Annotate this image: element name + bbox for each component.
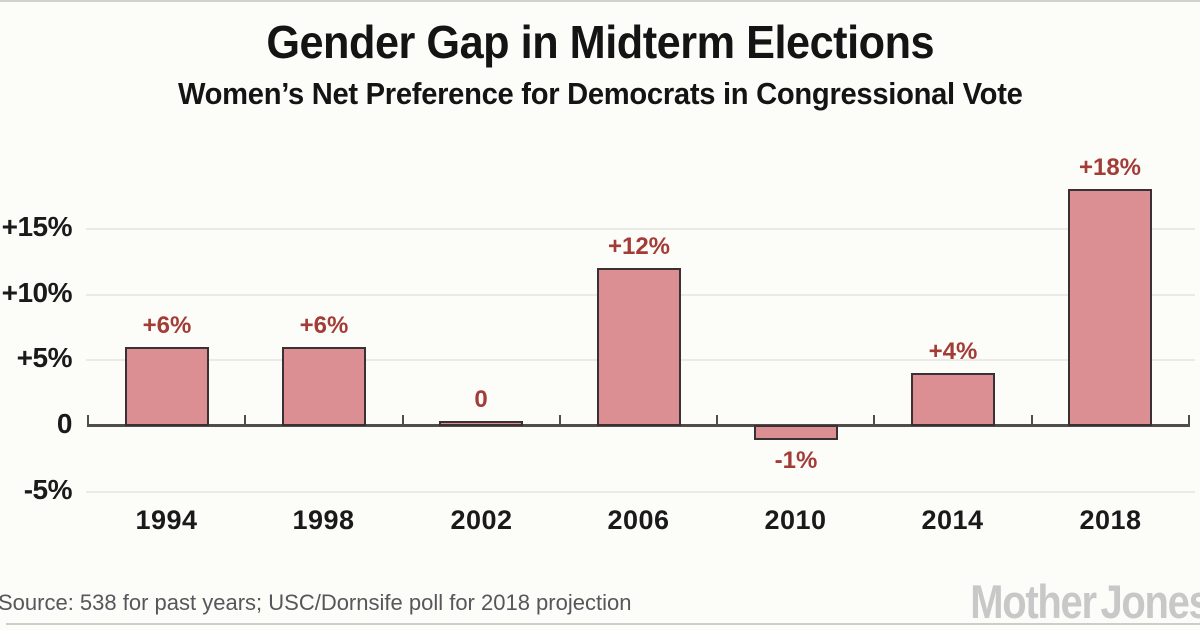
y-tick-label: +15% bbox=[1, 211, 73, 242]
x-tick-label-1994: 1994 bbox=[135, 505, 198, 535]
page-subtitle-text: Women’s Net Preference for Democrats in … bbox=[177, 76, 1023, 111]
bar-1998 bbox=[282, 347, 366, 426]
bar-2014 bbox=[911, 373, 995, 426]
x-tick-label-2014: 2014 bbox=[921, 505, 984, 535]
source-note: Source: 538 for past years; USC/Dornsife… bbox=[0, 590, 632, 615]
x-tick-label-2010: 2010 bbox=[764, 505, 827, 535]
x-tick-label-2002: 2002 bbox=[450, 505, 513, 535]
bar-value-label: -1% bbox=[774, 447, 818, 474]
gridline bbox=[86, 491, 1195, 493]
axis-tick bbox=[402, 415, 404, 424]
bar-2002 bbox=[439, 421, 523, 426]
brand-logo: Mother Jones bbox=[970, 575, 1200, 628]
axis-tick bbox=[87, 415, 89, 424]
bar-value-label: +4% bbox=[928, 338, 978, 365]
bar-value-label: +6% bbox=[142, 312, 192, 339]
axis-tick bbox=[873, 415, 875, 424]
axis-tick bbox=[559, 415, 561, 424]
bottom-border bbox=[6, 623, 1200, 625]
y-tick-label: 0 bbox=[56, 408, 73, 439]
y-tick-label: -5% bbox=[23, 474, 73, 505]
bar-value-label: +18% bbox=[1078, 154, 1142, 181]
axis-tick bbox=[1188, 415, 1190, 424]
page-subtitle: Women’s Net Preference for Democrats in … bbox=[0, 74, 1200, 114]
gridline bbox=[86, 228, 1195, 230]
bar-2018 bbox=[1068, 189, 1152, 426]
axis-tick bbox=[716, 415, 718, 424]
x-tick-label-2018: 2018 bbox=[1079, 505, 1142, 535]
axis-tick bbox=[1031, 415, 1033, 424]
bar-value-label: +12% bbox=[607, 233, 671, 260]
bar-1994 bbox=[125, 347, 209, 426]
x-tick-label-2006: 2006 bbox=[607, 505, 670, 535]
bar-2006 bbox=[597, 268, 681, 426]
y-tick-label: +10% bbox=[1, 277, 73, 308]
page-title: Gender Gap in Midterm Elections bbox=[0, 16, 1200, 68]
axis-tick bbox=[244, 415, 246, 424]
y-tick-label: +5% bbox=[16, 342, 73, 373]
bar-value-label: +6% bbox=[299, 312, 349, 339]
bar-2010 bbox=[754, 425, 838, 440]
bar-value-label: 0 bbox=[474, 386, 488, 413]
page-title-text: Gender Gap in Midterm Elections bbox=[266, 16, 934, 68]
top-border bbox=[0, 0, 1200, 2]
x-tick-label-1998: 1998 bbox=[292, 505, 355, 535]
